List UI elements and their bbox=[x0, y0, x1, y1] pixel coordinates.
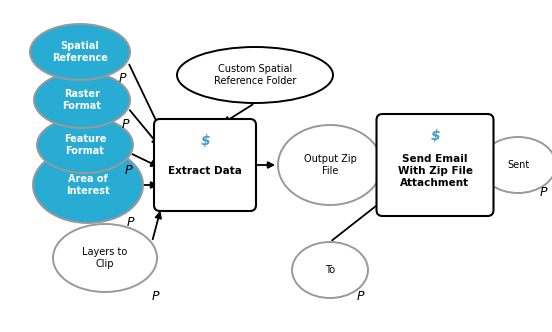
Text: Send Email
With Zip File
Attachment: Send Email With Zip File Attachment bbox=[397, 154, 473, 188]
Ellipse shape bbox=[480, 137, 552, 193]
Text: Sent: Sent bbox=[507, 160, 529, 170]
Ellipse shape bbox=[33, 147, 143, 223]
FancyBboxPatch shape bbox=[154, 119, 256, 211]
Text: P: P bbox=[539, 186, 546, 199]
FancyBboxPatch shape bbox=[376, 114, 493, 216]
Text: Layers to
Clip: Layers to Clip bbox=[82, 247, 128, 269]
Ellipse shape bbox=[53, 224, 157, 292]
Ellipse shape bbox=[292, 242, 368, 298]
Text: Extract Data: Extract Data bbox=[168, 166, 242, 176]
Text: Area of
Interest: Area of Interest bbox=[66, 174, 110, 196]
Text: P: P bbox=[118, 71, 126, 85]
Ellipse shape bbox=[37, 117, 133, 173]
Text: Custom Spatial
Reference Folder: Custom Spatial Reference Folder bbox=[214, 64, 296, 86]
Text: P: P bbox=[151, 290, 159, 302]
Text: P: P bbox=[121, 118, 129, 130]
Ellipse shape bbox=[177, 47, 333, 103]
Text: P: P bbox=[124, 163, 132, 177]
Text: $: $ bbox=[200, 134, 210, 148]
Text: Output Zip
File: Output Zip File bbox=[304, 154, 357, 176]
Text: $: $ bbox=[430, 129, 440, 143]
Ellipse shape bbox=[34, 72, 130, 128]
Text: P: P bbox=[356, 290, 364, 302]
Text: Spatial
Reference: Spatial Reference bbox=[52, 41, 108, 63]
Text: P: P bbox=[126, 215, 134, 228]
Ellipse shape bbox=[278, 125, 382, 205]
Text: To: To bbox=[325, 265, 335, 275]
Text: Feature
Format: Feature Format bbox=[63, 134, 106, 156]
Text: Raster
Format: Raster Format bbox=[62, 89, 102, 111]
Ellipse shape bbox=[30, 24, 130, 80]
